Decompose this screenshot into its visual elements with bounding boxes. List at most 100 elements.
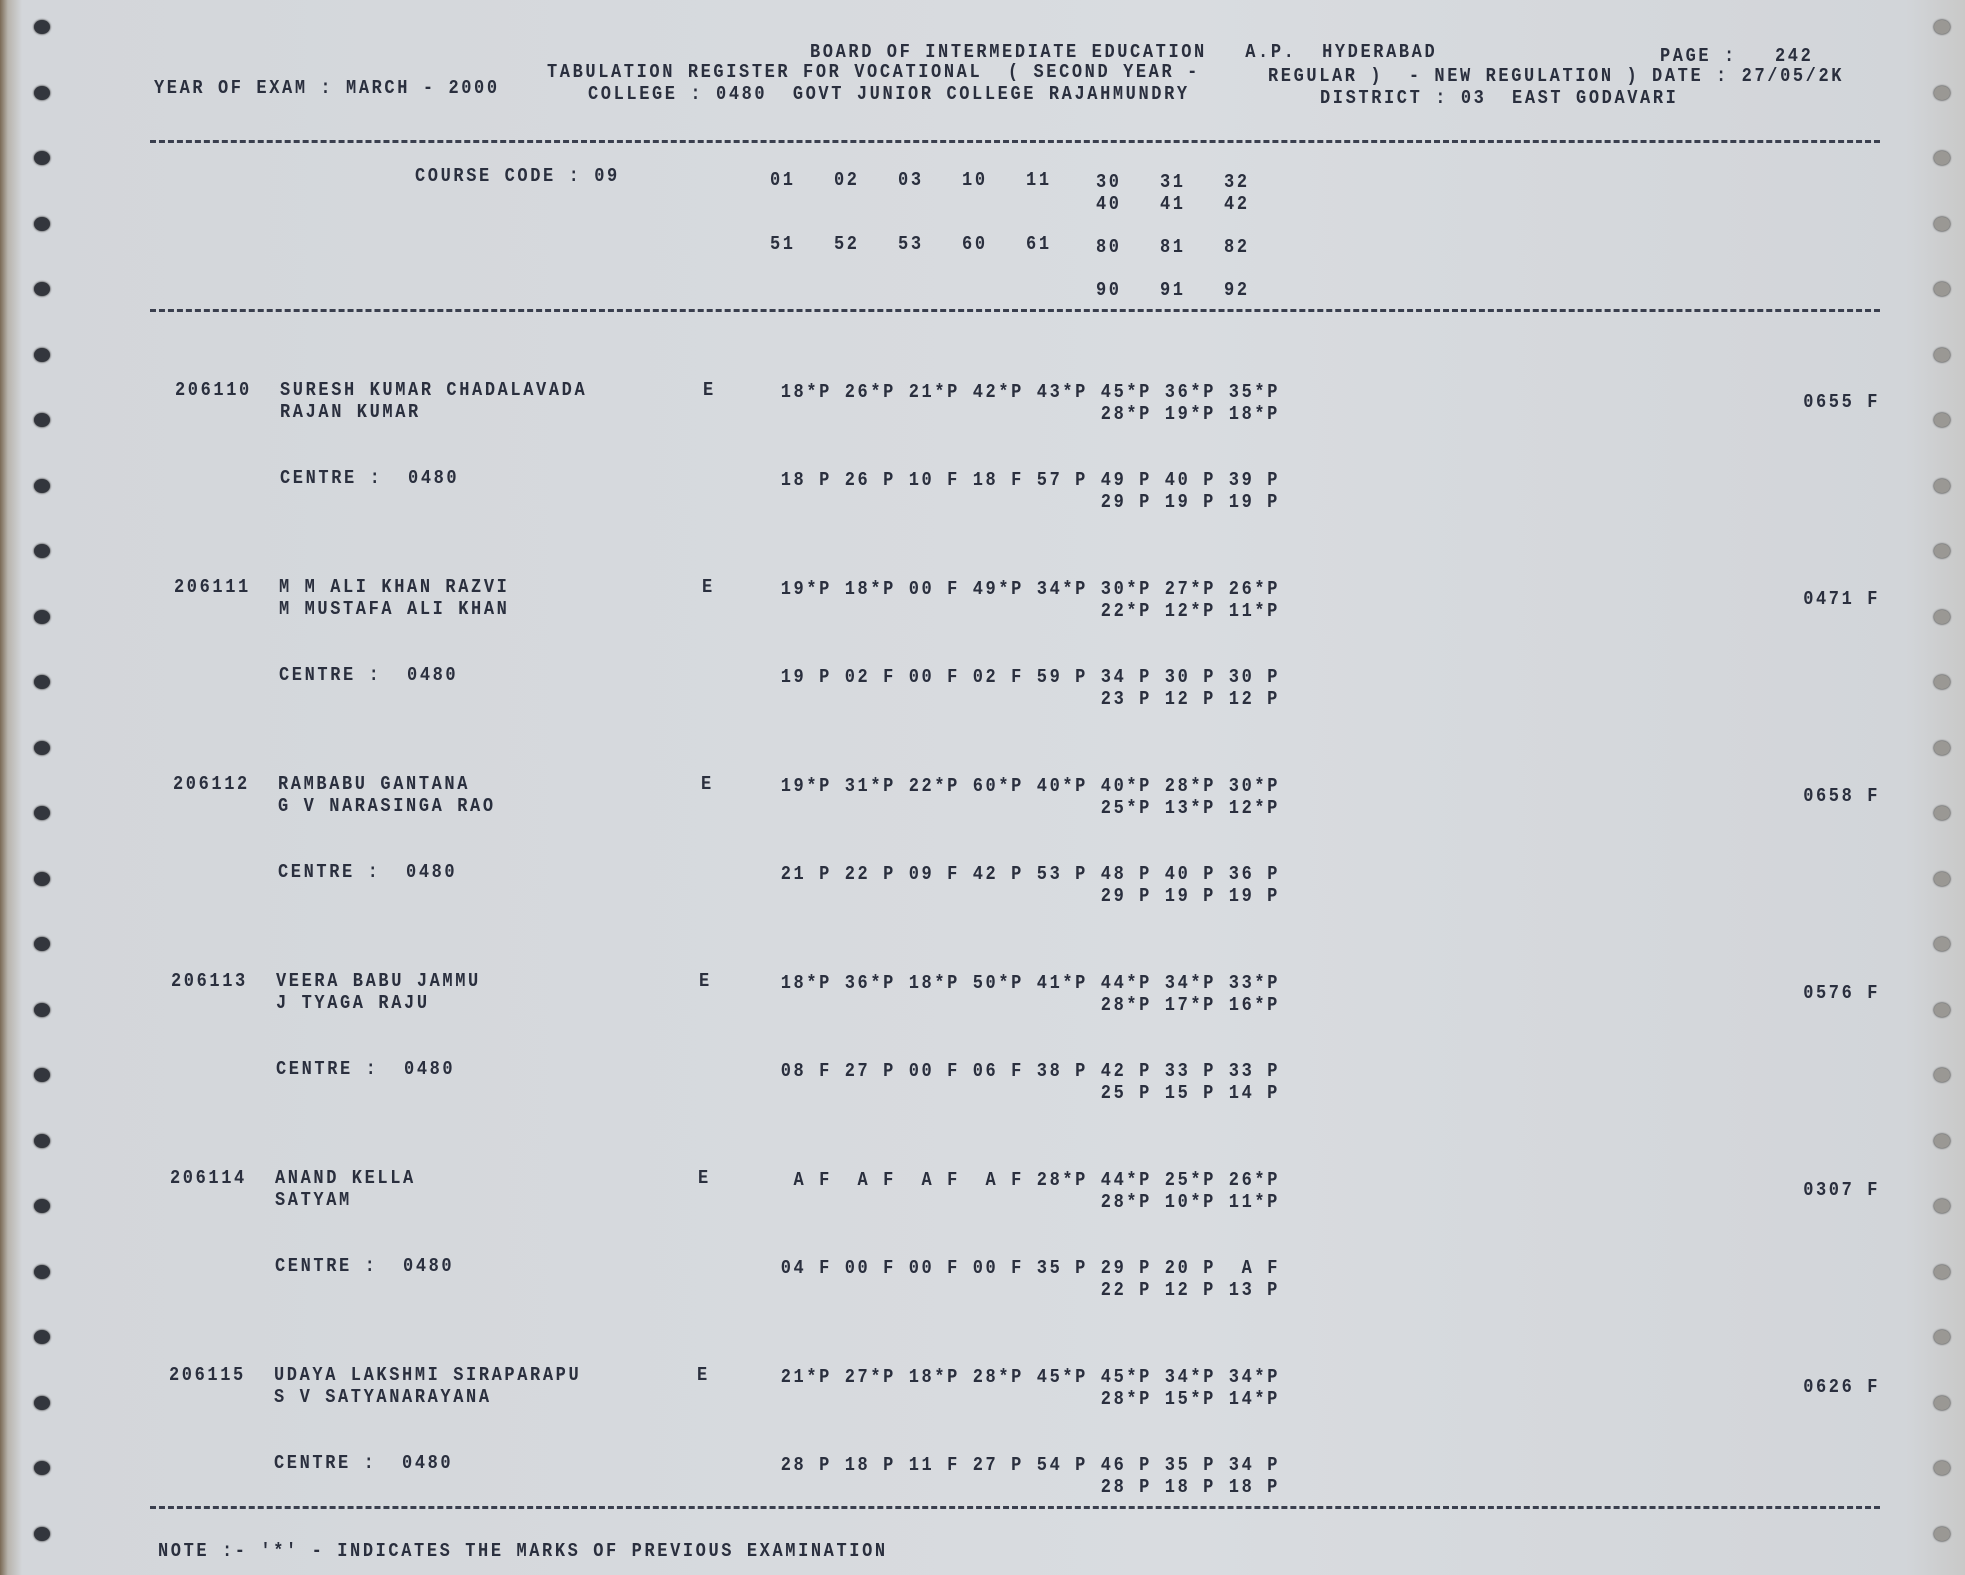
feed-hole (1934, 1133, 1950, 1148)
student-name: RAMBABU GANTANA (278, 774, 471, 796)
centre-marks-line-1: 21 P 22 P 09 F 42 P 53 P 48 P 40 P 36 P (780, 864, 1280, 886)
feed-hole (34, 478, 50, 493)
feed-hole (1934, 216, 1950, 231)
medium: E (701, 774, 714, 796)
father-name: RAJAN KUMAR (280, 402, 421, 424)
marks-line-1: 21*P 27*P 18*P 28*P 45*P 45*P 34*P 34*P (780, 1367, 1280, 1389)
feed-hole (34, 20, 50, 34)
college: COLLEGE : 0480 GOVT JUNIOR COLLEGE RAJAH… (588, 84, 1190, 106)
centre: CENTRE : 0480 (276, 1059, 456, 1081)
medium: E (703, 380, 716, 402)
centre-marks-line-1: 04 F 00 F 00 F 00 F 35 P 29 P 20 P A F (780, 1258, 1280, 1280)
feed-hole (1934, 1264, 1950, 1279)
divider (150, 309, 1880, 312)
student-name: M M ALI KHAN RAZVI (279, 577, 510, 599)
centre-marks-line-2: 28 P 18 P 18 P (1100, 1477, 1280, 1499)
feed-hole (1934, 937, 1950, 951)
hall-ticket-number: 206114 (170, 1168, 247, 1190)
marks-line-2: 22*P 12*P 11*P (1100, 601, 1280, 623)
subject-codes: 80 81 82 (1096, 237, 1250, 259)
district: DISTRICT : 03 EAST GODAVARI (1320, 88, 1679, 110)
subject-codes: 01 02 03 10 11 (770, 170, 1052, 192)
feed-hole (1934, 675, 1950, 689)
feed-hole (1934, 85, 1950, 100)
total-result: 0655 F (1803, 392, 1880, 414)
feed-hole (1934, 151, 1950, 165)
page-number: 242 (1775, 46, 1814, 68)
medium: E (699, 971, 712, 993)
centre-marks-line-1: 28 P 18 P 11 F 27 P 54 P 46 P 35 P 34 P (780, 1455, 1280, 1477)
marks-line-2: 28*P 10*P 11*P (1100, 1192, 1280, 1214)
marks-line-2: 25*P 13*P 12*P (1100, 798, 1280, 820)
feed-hole (1934, 806, 1950, 820)
feed-hole (34, 85, 50, 100)
course-code: COURSE CODE : 09 (415, 166, 620, 188)
feed-hole (1934, 1461, 1950, 1475)
divider (150, 1506, 1880, 1509)
marks-line-1: 19*P 18*P 00 F 49*P 34*P 30*P 27*P 26*P (780, 579, 1280, 601)
hall-ticket-number: 206112 (173, 774, 250, 796)
total-result: 0471 F (1803, 589, 1880, 611)
feed-hole (34, 1068, 50, 1082)
feed-hole (1934, 478, 1950, 493)
centre-marks-line-2: 29 P 19 P 19 P (1100, 492, 1280, 514)
feed-hole (34, 544, 50, 558)
hall-ticket-number: 206110 (175, 380, 252, 402)
centre-marks-line-2: 29 P 19 P 19 P (1100, 886, 1280, 908)
centre-marks-line-1: 19 P 02 F 00 F 02 F 59 P 34 P 30 P 30 P (780, 667, 1280, 689)
feed-hole (34, 1002, 50, 1017)
feed-hole (34, 1395, 50, 1410)
feed-hole (34, 937, 50, 951)
feed-hole (34, 1199, 50, 1213)
father-name: J TYAGA RAJU (276, 993, 430, 1015)
feed-hole (1934, 1068, 1950, 1082)
marks-line-1: 18*P 36*P 18*P 50*P 41*P 44*P 34*P 33*P (780, 973, 1280, 995)
father-name: M MUSTAFA ALI KHAN (279, 599, 510, 621)
centre: CENTRE : 0480 (279, 665, 459, 687)
feed-hole (34, 413, 50, 427)
feed-hole (1934, 740, 1950, 755)
centre-marks-line-2: 22 P 12 P 13 P (1100, 1280, 1280, 1302)
feed-hole (34, 1461, 50, 1475)
centre: CENTRE : 0480 (278, 862, 458, 884)
hall-ticket-number: 206111 (174, 577, 251, 599)
feed-hole (1934, 1002, 1950, 1017)
feed-hole (34, 871, 50, 886)
divider (150, 140, 1880, 143)
total-result: 0307 F (1803, 1180, 1880, 1202)
feed-hole (34, 675, 50, 689)
subject-codes: 90 91 92 (1096, 280, 1250, 302)
total-result: 0576 F (1803, 983, 1880, 1005)
feed-hole (34, 282, 50, 296)
centre-marks-line-2: 23 P 12 P 12 P (1100, 689, 1280, 711)
feed-hole (34, 1330, 50, 1344)
feed-hole (34, 1526, 50, 1541)
year-of-exam: YEAR OF EXAM : MARCH - 2000 (154, 78, 500, 100)
student-name: SURESH KUMAR CHADALAVADA (280, 380, 588, 402)
board-title: BOARD OF INTERMEDIATE EDUCATION A.P. HYD… (810, 42, 1438, 64)
feed-hole (34, 216, 50, 231)
feed-hole (34, 609, 50, 624)
feed-hole (1934, 1330, 1950, 1344)
medium: E (702, 577, 715, 599)
feed-hole (1934, 347, 1950, 362)
feed-hole (1934, 544, 1950, 558)
marks-line-2: 28*P 17*P 16*P (1100, 995, 1280, 1017)
marks-line-2: 28*P 15*P 14*P (1100, 1389, 1280, 1411)
feed-hole (1934, 413, 1950, 427)
feed-hole (1934, 609, 1950, 624)
feed-hole (34, 740, 50, 755)
student-name: VEERA BABU JAMMU (276, 971, 481, 993)
total-result: 0626 F (1803, 1377, 1880, 1399)
feed-hole (1934, 1199, 1950, 1213)
marks-line-1: 18*P 26*P 21*P 42*P 43*P 45*P 36*P 35*P (780, 382, 1280, 404)
student-name: UDAYA LAKSHMI SIRAPARAPU (274, 1365, 582, 1387)
medium: E (697, 1365, 710, 1387)
centre: CENTRE : 0480 (275, 1256, 455, 1278)
register-title: TABULATION REGISTER FOR VOCATIONAL ( SEC… (547, 62, 1200, 84)
subject-codes: 40 41 42 (1096, 194, 1250, 216)
feed-hole (1934, 1526, 1950, 1541)
centre: CENTRE : 0480 (274, 1453, 454, 1475)
marks-line-1: 19*P 31*P 22*P 60*P 40*P 40*P 28*P 30*P (780, 776, 1280, 798)
feed-hole (34, 1133, 50, 1148)
